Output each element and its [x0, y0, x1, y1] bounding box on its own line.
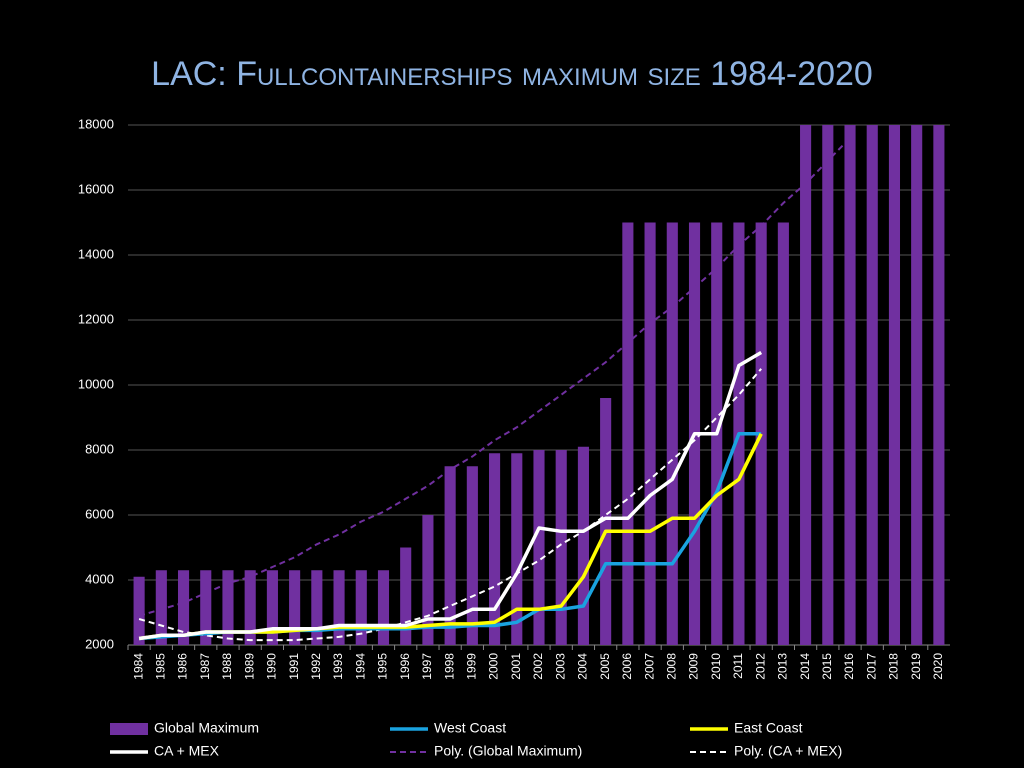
bar	[400, 547, 412, 645]
x-tick-label: 1988	[220, 653, 234, 680]
bar	[844, 125, 856, 645]
x-tick-label: 2009	[687, 653, 701, 680]
x-tick-label: 2020	[931, 653, 945, 680]
x-tick-label: 2011	[731, 653, 745, 679]
bar	[133, 576, 145, 645]
x-tick-label: 2016	[842, 653, 856, 680]
legend-label: Poly. (CA + MEX)	[734, 743, 842, 759]
bar	[444, 466, 456, 645]
x-tick-label: 2004	[576, 653, 590, 680]
x-tick-label: 1999	[465, 653, 479, 680]
bar	[555, 450, 567, 645]
x-tick-label: 2001	[509, 653, 523, 680]
legend-label: Global Maximum	[154, 720, 259, 736]
line	[138, 350, 763, 641]
x-tick-label: 2019	[909, 653, 923, 680]
x-tick-label: 1997	[420, 653, 434, 680]
bar	[888, 125, 901, 645]
bar	[266, 570, 278, 645]
x-tick-label: 1990	[265, 653, 279, 680]
bar	[622, 222, 634, 645]
y-tick-label: 18000	[78, 116, 114, 131]
legend-label: East Coast	[734, 720, 803, 736]
bar	[289, 570, 301, 645]
y-tick-label: 12000	[78, 311, 114, 326]
bar	[533, 450, 545, 645]
x-tick-label: 1985	[153, 653, 167, 680]
bar	[155, 570, 167, 645]
x-tick-label: 1989	[242, 653, 256, 680]
bar	[511, 453, 523, 645]
legend-swatch	[110, 723, 148, 735]
x-tick-label: 2014	[798, 653, 812, 680]
x-tick-label: 1992	[309, 653, 323, 680]
bar	[244, 570, 256, 645]
bar	[644, 222, 656, 645]
x-tick-label: 2005	[598, 653, 612, 680]
bar	[466, 466, 478, 645]
bar	[333, 570, 345, 645]
bar	[866, 125, 878, 645]
bar	[911, 125, 923, 645]
bar	[822, 125, 834, 645]
x-tick-label: 2007	[642, 653, 656, 680]
bar	[222, 570, 234, 645]
legend-label: Poly. (Global Maximum)	[434, 743, 582, 759]
bar	[777, 222, 789, 645]
y-tick-label: 14000	[78, 246, 114, 261]
x-tick-label: 2000	[487, 653, 501, 680]
bar	[377, 570, 390, 645]
x-tick-label: 1998	[442, 653, 456, 680]
legend-label: West Coast	[434, 720, 506, 736]
x-tick-label: 2003	[553, 653, 567, 680]
x-tick-label: 1991	[287, 653, 301, 680]
trend-line	[138, 368, 762, 642]
bar	[600, 398, 612, 645]
bar	[577, 446, 589, 645]
x-tick-label: 2002	[531, 653, 545, 680]
bar	[800, 125, 812, 645]
x-tick-label: 2018	[887, 653, 901, 680]
x-tick-label: 2010	[709, 653, 723, 680]
x-tick-label: 1987	[198, 653, 212, 680]
x-tick-label: 2015	[820, 653, 834, 680]
chart-title: LAC: Fullcontainerships maximum size 198…	[151, 55, 873, 93]
x-tick-label: 1993	[331, 653, 345, 680]
bar	[489, 453, 501, 645]
bar	[177, 570, 190, 645]
bar	[355, 570, 367, 645]
x-tick-label: 2006	[620, 653, 634, 680]
y-tick-label: 4000	[85, 571, 114, 586]
legend-label: CA + MEX	[154, 743, 220, 759]
x-tick-label: 2008	[664, 653, 678, 680]
x-tick-label: 1995	[376, 653, 390, 680]
x-tick-label: 1984	[131, 653, 145, 680]
bar	[200, 570, 212, 645]
bar	[422, 515, 434, 645]
bar	[311, 570, 323, 645]
x-tick-label: 2013	[776, 653, 790, 680]
y-tick-label: 8000	[85, 441, 114, 456]
y-tick-label: 10000	[78, 376, 114, 391]
bar	[666, 222, 678, 645]
x-tick-label: 1994	[353, 653, 367, 680]
bar	[933, 125, 945, 645]
x-tick-label: 1986	[176, 653, 190, 680]
y-tick-label: 2000	[85, 636, 114, 651]
x-tick-label: 1996	[398, 653, 412, 680]
x-tick-label: 2012	[753, 653, 767, 680]
y-tick-label: 6000	[85, 506, 114, 521]
trend-line	[138, 137, 851, 617]
x-tick-label: 2017	[864, 653, 878, 680]
y-tick-label: 16000	[78, 181, 114, 196]
